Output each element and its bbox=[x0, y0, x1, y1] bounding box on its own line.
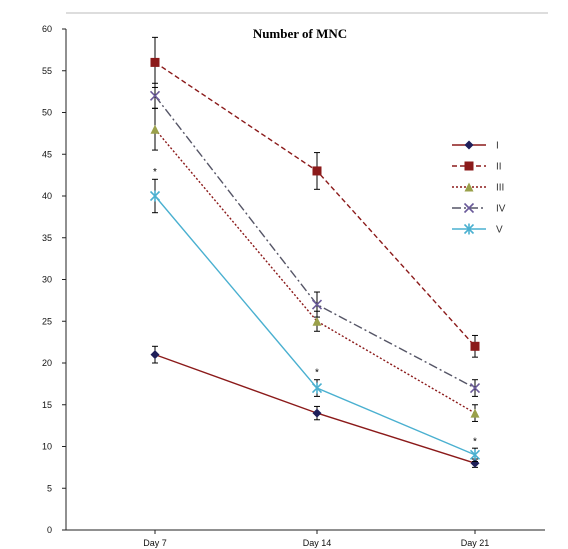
data-point bbox=[464, 140, 474, 150]
data-point bbox=[463, 223, 475, 235]
y-tick-label: 25 bbox=[42, 316, 52, 326]
data-point bbox=[150, 350, 160, 360]
y-tick-label: 0 bbox=[47, 525, 52, 535]
legend-label: III bbox=[496, 183, 504, 194]
data-point bbox=[312, 408, 322, 418]
data-point bbox=[463, 202, 475, 214]
data-point bbox=[469, 382, 481, 394]
data-point bbox=[149, 190, 161, 202]
data-point bbox=[150, 124, 160, 134]
series-line bbox=[154, 61, 476, 347]
legend-item-ii: II bbox=[452, 161, 502, 173]
series-line bbox=[154, 128, 476, 414]
legend-item-iv: IV bbox=[452, 202, 506, 215]
series-v bbox=[149, 178, 481, 463]
data-point-stroke bbox=[463, 202, 475, 214]
y-tick-label: 45 bbox=[42, 149, 52, 159]
series-i bbox=[150, 345, 480, 468]
data-point bbox=[464, 182, 474, 192]
series-iv bbox=[149, 82, 481, 397]
legend-label: IV bbox=[496, 204, 506, 215]
y-tick-label: 20 bbox=[42, 358, 52, 368]
chart-axes: 0 5 10 15 20 25 30 35 40 45 50 55 60 Day 7 Day 14 Day 2… bbox=[42, 12, 548, 548]
legend-label: I bbox=[496, 141, 499, 152]
chart-title: Number of MNC bbox=[253, 26, 347, 41]
x-tick-label: Day 14 bbox=[303, 538, 332, 548]
y-tick-label: 35 bbox=[42, 233, 52, 243]
y-tick-label: 10 bbox=[42, 442, 52, 452]
significance-marker: * bbox=[153, 167, 157, 178]
legend-label: V bbox=[496, 225, 503, 236]
data-point bbox=[311, 382, 323, 394]
series-line bbox=[154, 95, 476, 389]
y-tick-label: 15 bbox=[42, 400, 52, 410]
y-tick-label: 55 bbox=[42, 66, 52, 76]
x-tick-label: Day 21 bbox=[461, 538, 490, 548]
data-point bbox=[470, 408, 480, 418]
y-tick-label: 60 bbox=[42, 24, 52, 34]
y-tick-label: 50 bbox=[42, 108, 52, 118]
data-point-stroke bbox=[149, 90, 161, 101]
significance-marker: * bbox=[315, 367, 319, 378]
data-point-stroke bbox=[469, 382, 481, 394]
y-tick-label: 40 bbox=[42, 191, 52, 201]
series-ii bbox=[150, 36, 480, 358]
legend-label: II bbox=[496, 162, 502, 173]
legend-item-v: V bbox=[452, 223, 503, 236]
data-point bbox=[150, 57, 160, 67]
data-point bbox=[149, 90, 161, 101]
data-point bbox=[311, 299, 323, 310]
data-point bbox=[312, 316, 322, 326]
y-tick-label: 5 bbox=[47, 483, 52, 493]
data-point bbox=[464, 161, 474, 171]
x-tick-label: Day 7 bbox=[143, 538, 167, 548]
data-point bbox=[469, 449, 481, 461]
significance-marker: * bbox=[473, 437, 477, 448]
data-point bbox=[312, 166, 322, 176]
data-point bbox=[470, 458, 480, 468]
data-point-stroke bbox=[311, 299, 323, 310]
legend-item-i: I bbox=[452, 140, 499, 152]
series-layer: * * * bbox=[149, 36, 481, 468]
data-point bbox=[470, 341, 480, 351]
y-tick-label: 30 bbox=[42, 275, 52, 285]
legend-item-iii: III bbox=[452, 182, 504, 194]
